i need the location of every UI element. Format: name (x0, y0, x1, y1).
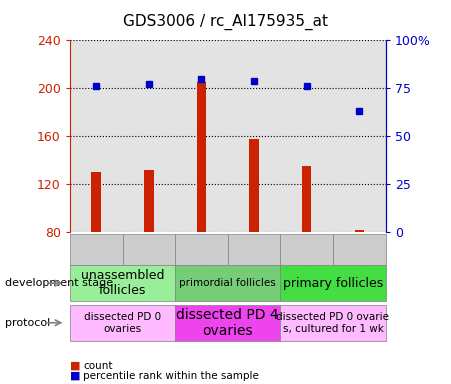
Text: dissected PD 4
ovaries: dissected PD 4 ovaries (176, 308, 279, 338)
Bar (302, 166, 312, 232)
Text: primary follicles: primary follicles (283, 277, 383, 290)
Bar (92, 172, 101, 232)
Bar (333, 40, 386, 232)
Text: percentile rank within the sample: percentile rank within the sample (83, 371, 259, 381)
Bar (175, 40, 228, 232)
Bar (228, 40, 281, 232)
Text: count: count (83, 361, 113, 371)
Bar (144, 170, 153, 232)
Bar (123, 40, 175, 232)
Text: dissected PD 0 ovarie
s, cultured for 1 wk: dissected PD 0 ovarie s, cultured for 1 … (276, 312, 390, 334)
Text: ■: ■ (70, 371, 80, 381)
Text: dissected PD 0
ovaries: dissected PD 0 ovaries (84, 312, 161, 334)
Text: GDS3006 / rc_AI175935_at: GDS3006 / rc_AI175935_at (123, 13, 328, 30)
Text: development stage: development stage (5, 278, 113, 288)
Text: primordial follicles: primordial follicles (179, 278, 276, 288)
Bar (70, 40, 123, 232)
Bar (249, 139, 259, 232)
Bar (197, 82, 206, 232)
Bar (281, 40, 333, 232)
Text: unassembled
follicles: unassembled follicles (81, 269, 164, 297)
Text: ■: ■ (70, 361, 80, 371)
Text: protocol: protocol (5, 318, 50, 328)
Bar (354, 230, 364, 232)
